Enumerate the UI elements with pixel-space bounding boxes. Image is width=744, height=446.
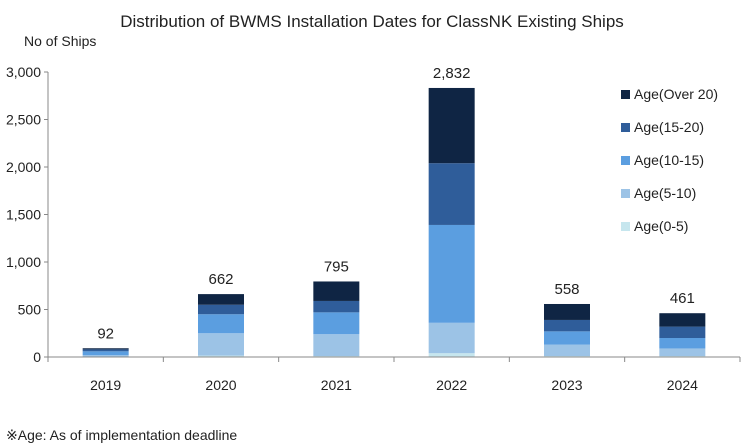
total-label: 662 — [208, 271, 233, 288]
y-tick-label: 3,000 — [6, 64, 41, 80]
bar-segment — [544, 344, 590, 357]
bar-segment — [82, 355, 129, 357]
y-tick-label: 1,000 — [6, 254, 41, 270]
x-tick-label: 2023 — [551, 377, 582, 393]
bar-segment — [544, 331, 590, 345]
legend-label: Age(10-15) — [634, 152, 704, 168]
bar-segment — [313, 312, 360, 335]
x-axis: 2019 2020 2021 2022 2023 2024 — [47, 356, 741, 393]
y-axis-label: No of Ships — [24, 33, 96, 49]
y-tick-label: 2,500 — [6, 112, 41, 128]
bar-segment — [198, 294, 244, 305]
legend-label: Age(15-20) — [634, 119, 704, 135]
bar-segment — [198, 304, 244, 315]
bar-segment — [659, 313, 706, 327]
bar-segment — [659, 338, 706, 349]
bar-segment — [428, 87, 475, 164]
bar-segment — [428, 353, 475, 357]
total-labels: 92 662 795 2,832 558 461 — [97, 65, 695, 342]
bar-segment — [313, 281, 360, 301]
legend-swatch — [621, 90, 630, 99]
chart-title: Distribution of BWMS Installation Dates … — [120, 12, 624, 31]
bar-segment — [544, 303, 590, 320]
total-label: 795 — [324, 258, 349, 275]
legend: Age(Over 20) Age(15-20) Age(10-15) Age(5-10… — [621, 86, 718, 234]
legend-swatch — [621, 222, 630, 231]
total-label: 2,832 — [433, 65, 471, 82]
bar-segment — [428, 224, 475, 323]
x-tick-label: 2022 — [436, 377, 467, 393]
total-label: 558 — [554, 281, 579, 298]
y-tick-label: 2,000 — [6, 159, 41, 175]
total-label: 461 — [670, 290, 695, 307]
bar-segment — [82, 349, 129, 352]
bar-segment — [82, 348, 129, 350]
bar-segment — [659, 326, 706, 338]
bar-segment — [82, 351, 129, 356]
bar-segment — [659, 348, 706, 357]
legend-label: Age(0-5) — [634, 218, 688, 234]
y-tick-label: 1,500 — [6, 207, 41, 223]
bar-segment — [198, 314, 244, 334]
legend-label: Age(Over 20) — [634, 86, 718, 102]
total-label: 92 — [97, 325, 114, 342]
legend-swatch — [621, 123, 630, 132]
bar-segment — [313, 334, 360, 357]
legend-swatch — [621, 189, 630, 198]
y-axis: 0 500 1,000 1,500 2,000 2,500 3,000 — [6, 64, 49, 365]
bars — [82, 87, 706, 357]
bar-segment — [198, 355, 244, 357]
y-tick-label: 0 — [33, 349, 41, 365]
bar-segment — [198, 333, 244, 356]
bar-segment — [428, 322, 475, 354]
x-tick-label: 2019 — [90, 377, 121, 393]
x-tick-label: 2024 — [667, 377, 698, 393]
bar-segment — [428, 163, 475, 225]
legend-swatch — [621, 156, 630, 165]
bar-segment — [544, 319, 590, 332]
x-tick-label: 2020 — [205, 377, 236, 393]
y-tick-label: 500 — [18, 302, 42, 318]
bar-segment — [313, 300, 360, 313]
footnote: ※Age: As of implementation deadline — [6, 427, 237, 443]
legend-label: Age(5-10) — [634, 185, 696, 201]
x-tick-label: 2021 — [321, 377, 352, 393]
